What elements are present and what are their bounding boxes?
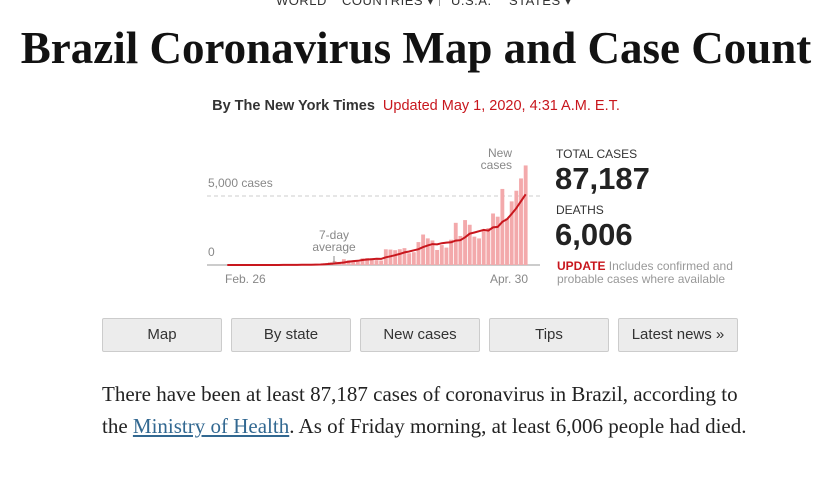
bar xyxy=(439,245,444,265)
bar xyxy=(449,239,454,265)
bar xyxy=(425,238,430,265)
bar xyxy=(351,260,356,265)
bar xyxy=(477,238,481,265)
tab-button[interactable]: Map xyxy=(102,318,222,352)
x-tick-label: Feb. 26 xyxy=(225,272,266,286)
tab-button[interactable]: New cases xyxy=(360,318,480,352)
nav-item[interactable]: U.S.A. xyxy=(451,0,492,8)
nav-item[interactable]: COUNTRIES ▾ xyxy=(342,0,435,8)
bar xyxy=(463,220,467,265)
tab-button[interactable]: Tips xyxy=(489,318,609,352)
bar xyxy=(491,213,495,265)
tab-button[interactable]: By state xyxy=(231,318,351,352)
stat-label: DEATHS xyxy=(556,203,604,217)
bar xyxy=(393,250,398,265)
y-tick-label: 0 xyxy=(208,245,215,259)
bar xyxy=(421,234,426,265)
bar xyxy=(467,224,472,265)
article-paragraph: There have been at least 87,187 cases of… xyxy=(102,378,752,442)
update-note: UPDATE Includes confirmed and probable c… xyxy=(557,260,747,286)
bar xyxy=(481,230,486,265)
bar xyxy=(397,249,402,265)
tab-button[interactable]: Latest news » xyxy=(618,318,738,352)
headline: Brazil Coronavirus Map and Case Count xyxy=(20,23,812,73)
bar xyxy=(365,258,370,265)
bar xyxy=(505,218,509,265)
annotation: cases xyxy=(481,158,512,172)
bar xyxy=(500,188,505,265)
bar xyxy=(458,235,463,265)
stat-value: 6,006 xyxy=(555,217,633,252)
text: There have been at least 87,187 cases of… xyxy=(102,382,738,438)
bar xyxy=(519,178,523,265)
bar xyxy=(360,258,365,265)
stat-label: TOTAL CASES xyxy=(556,147,638,161)
stat-value: 87,187 xyxy=(555,161,650,196)
nav-item[interactable]: WORLD xyxy=(276,0,327,8)
bar xyxy=(509,201,514,265)
bar xyxy=(402,248,407,265)
bar xyxy=(435,249,440,265)
nav-item[interactable]: STATES ▾ xyxy=(509,0,572,8)
byline: By The New York Times xyxy=(212,98,375,114)
bar xyxy=(355,261,360,265)
bar xyxy=(430,240,435,265)
y-tick-label: 5,000 cases xyxy=(208,176,273,190)
annotation: average xyxy=(312,240,356,254)
bar xyxy=(416,242,421,265)
bar xyxy=(486,228,491,265)
average-line xyxy=(227,193,527,266)
bar xyxy=(523,165,528,265)
bar xyxy=(495,216,500,265)
bar xyxy=(407,253,412,265)
bar xyxy=(369,258,374,265)
annotation: New xyxy=(488,146,512,160)
annotation: 7-day xyxy=(319,228,349,242)
timestamp: Updated May 1, 2020, 4:31 A.M. E.T. xyxy=(382,98,620,114)
text: . As of Friday morning, at least 6,006 p… xyxy=(289,414,747,438)
bar xyxy=(374,260,379,265)
bar xyxy=(411,252,416,265)
bar xyxy=(514,190,519,265)
bar xyxy=(472,236,477,265)
bar xyxy=(379,260,384,265)
x-tick-label: Apr. 30 xyxy=(490,272,528,286)
bar xyxy=(453,222,458,265)
bar xyxy=(444,247,449,265)
nav-separator xyxy=(439,0,440,6)
update-text: Includes confirmed and probable cases wh… xyxy=(557,259,733,286)
link[interactable]: Ministry of Health xyxy=(132,414,290,438)
update-label: UPDATE xyxy=(557,259,606,273)
byline-row: By The New York Times Updated May 1, 2020… xyxy=(0,98,832,114)
